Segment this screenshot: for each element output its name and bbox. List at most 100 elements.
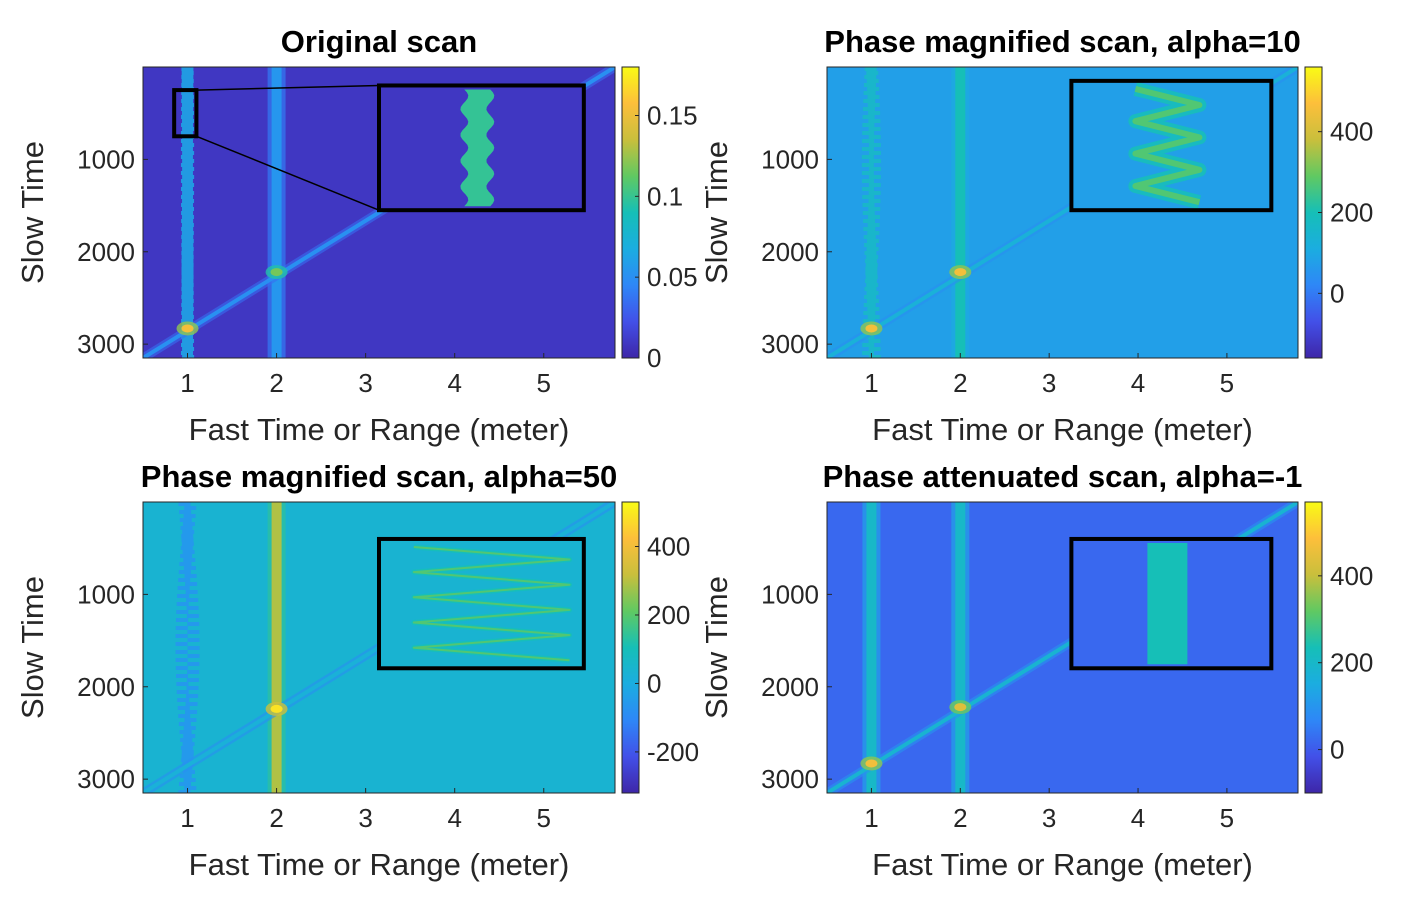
x-tick-label: 5 — [1220, 368, 1234, 398]
range-line-segment — [181, 534, 194, 538]
range-line-segment — [175, 634, 188, 638]
range-line-segment — [182, 355, 195, 358]
range-line-segment — [861, 179, 874, 183]
range-line-segment — [862, 351, 875, 355]
colorbar-tick-label: 0 — [647, 668, 661, 698]
range-line-segment — [866, 247, 879, 251]
range-line-segment — [183, 558, 196, 562]
range-line-segment — [176, 682, 189, 686]
range-line-segment — [862, 123, 875, 127]
y-axis-label: Slow Time — [699, 576, 734, 719]
range-line-segment — [864, 243, 877, 247]
range-line-segment — [182, 550, 195, 554]
range-line-segment — [862, 115, 875, 119]
range-line-segment — [864, 251, 877, 255]
range-line-segment — [866, 255, 879, 259]
range-line-segment — [182, 143, 195, 147]
range-line-segment — [180, 351, 193, 355]
range-line-segment — [180, 343, 193, 347]
colorbar-tick-label: 200 — [1330, 198, 1373, 228]
range-line-segment — [184, 718, 197, 722]
range-line-segment — [181, 259, 194, 263]
colorbar-tick-label: 400 — [1330, 561, 1373, 591]
x-tick-label: 4 — [1131, 368, 1145, 398]
zoom-inset — [1069, 536, 1274, 671]
range-line-segment — [867, 307, 880, 311]
range-line-segment — [180, 147, 193, 151]
range-line-segment — [187, 662, 200, 666]
zoom-inset-band — [1147, 543, 1188, 665]
range-line-segment — [862, 107, 875, 111]
range-line-segment — [868, 355, 881, 358]
zoom-inset-band — [460, 89, 495, 207]
range-line-segment — [181, 235, 194, 239]
x-axis-label: Fast Time or Range (meter) — [189, 847, 570, 882]
range-line-segment — [861, 147, 874, 151]
range-line-segment — [181, 91, 194, 95]
x-tick-label: 3 — [1042, 803, 1056, 833]
range-line-segment — [868, 347, 881, 351]
y-tick-label: 3000 — [761, 329, 819, 359]
range-line-segment — [180, 163, 193, 167]
range-line-segment — [181, 219, 194, 223]
y-tick-label: 3000 — [761, 764, 819, 794]
colorbar-tick-label: 200 — [1330, 648, 1373, 678]
range-line-segment — [181, 71, 194, 75]
range-line-segment — [179, 518, 192, 522]
zoom-inset-frame — [377, 83, 586, 213]
x-tick-label: 2 — [953, 368, 967, 398]
axes-frame — [142, 501, 616, 794]
range-line-segment — [182, 151, 195, 155]
hotspot-1 — [181, 324, 194, 333]
range-line-segment — [868, 199, 881, 203]
range-line-segment — [181, 79, 194, 83]
range-line-segment — [186, 598, 199, 602]
y-tick-label: 3000 — [77, 764, 135, 794]
range-line-segment — [176, 690, 189, 694]
range-line-segment — [867, 315, 880, 319]
range-line-segment — [181, 267, 194, 271]
range-line-segment — [178, 502, 191, 506]
range-line-segment — [181, 750, 194, 754]
colorbar-tick-label: 0.05 — [647, 262, 698, 292]
range-line-segment — [181, 271, 194, 275]
zoom-inset-frame — [1069, 78, 1274, 213]
range-line-segment — [180, 554, 193, 558]
chart-panel-1: 1 2 3 4 5 1000 2000 3000 Original scan Fast Time … — [15, 24, 698, 447]
range-line-segment — [181, 243, 194, 247]
range-line-segment — [868, 143, 881, 147]
range-line-segment — [182, 167, 195, 171]
colorbar: 0 200 400 — [1304, 501, 1373, 794]
range-line-segment — [178, 790, 191, 793]
range-line-segment — [868, 339, 881, 343]
range-line-segment — [862, 187, 875, 191]
hotspot-1 — [865, 759, 878, 768]
x-tick-label: 1 — [864, 368, 878, 398]
range-line-segment — [866, 239, 879, 243]
x-tick-label: 4 — [447, 368, 461, 398]
zoom-inset — [377, 83, 586, 213]
colorbar-tick-label: 0.15 — [647, 101, 698, 131]
range-line-segment — [181, 315, 194, 319]
y-axis-label: Slow Time — [699, 141, 734, 284]
range-line-segment — [868, 151, 881, 155]
range-line-segment — [181, 263, 194, 267]
range-line-segment — [866, 299, 879, 303]
y-tick-label: 1000 — [77, 144, 135, 174]
range-line-segment — [181, 203, 194, 207]
y-axis-label: Slow Time — [15, 141, 50, 284]
chart-title: Original scan — [281, 24, 477, 59]
range-line-segment — [176, 618, 189, 622]
range-line-segment — [181, 95, 194, 99]
range-line-segment — [179, 562, 192, 566]
colorbar-tick-label: 200 — [647, 600, 690, 630]
range-line-segment — [181, 291, 194, 295]
range-line-segment — [183, 514, 196, 518]
range-line-segment — [862, 131, 875, 135]
range-line-segment — [863, 311, 876, 315]
range-line-segment — [865, 275, 878, 279]
x-tick-label: 4 — [1131, 803, 1145, 833]
range-line-segment — [865, 263, 878, 267]
range-line-segment — [182, 175, 195, 179]
